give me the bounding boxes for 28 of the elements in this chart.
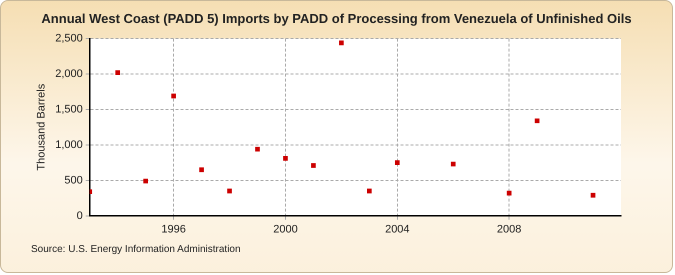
y-tick-label: 2,000 [55,68,83,80]
point [506,190,512,196]
point [283,156,288,161]
x-tick-label: 1996 [161,223,186,236]
point [143,178,148,184]
x-tick-label: 2004 [385,223,410,236]
point [339,40,344,46]
point [171,94,176,98]
point [367,188,372,194]
point [227,188,232,194]
x-tick-label: 2008 [496,223,522,236]
point [590,192,596,198]
point [534,118,540,124]
y-tick-label: 1,500 [55,104,83,116]
point [450,162,456,166]
point [115,70,120,75]
source-note: Source: U.S. Energy Information Administration [31,244,241,255]
y-axis-title: Thousand Barrels [36,83,48,171]
y-tick-label: 2,500 [55,32,83,45]
x-tick-label: 2000 [273,223,298,236]
point [394,160,400,165]
chart-title: Annual West Coast (PADD 5) Imports by PADD of Processing from Venezuela of Unfinished Oils [40,11,633,26]
point [311,163,316,168]
y-tick-label: 1,000 [55,138,83,151]
point [255,146,260,152]
y-tick-label: 500 [64,174,83,186]
point [199,167,204,172]
y-tick-label: 0 [76,210,83,222]
